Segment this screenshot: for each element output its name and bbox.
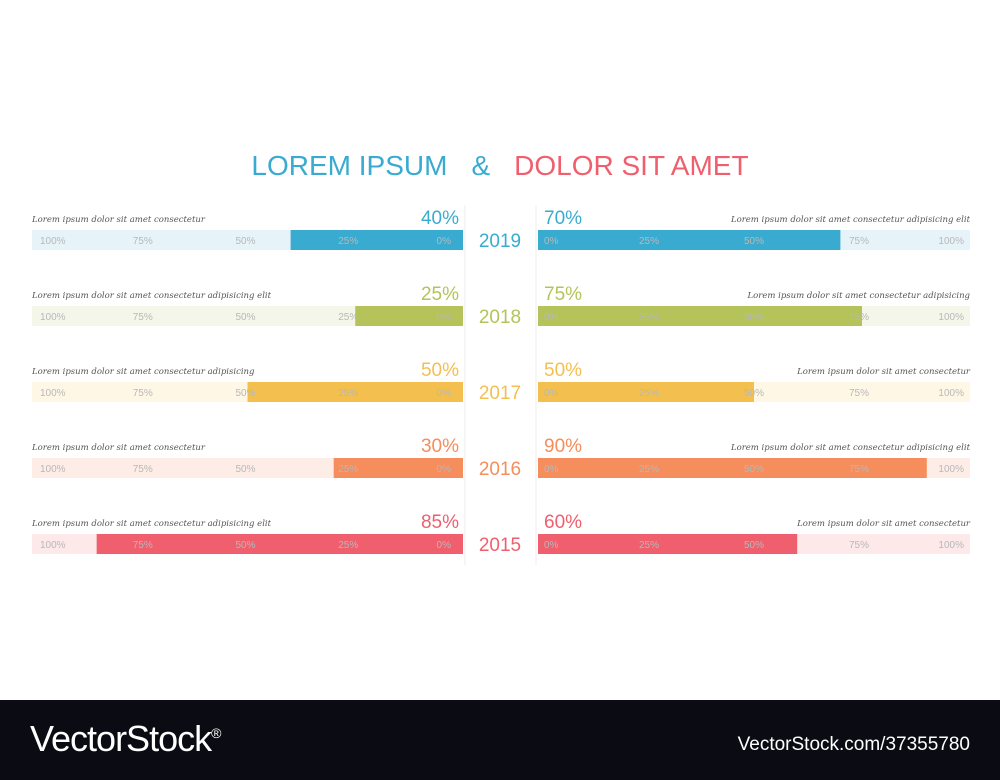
- right-tick-label: 50%: [744, 236, 764, 247]
- year-label: 2019: [479, 231, 521, 252]
- right-tick-label: 50%: [744, 464, 764, 475]
- left-bar: [290, 230, 463, 250]
- right-bar: [538, 458, 927, 478]
- right-tick-label: 25%: [639, 388, 659, 399]
- left-tick-label: 25%: [338, 540, 358, 551]
- year-label: 2015: [479, 535, 521, 556]
- left-tick-label: 75%: [133, 388, 153, 399]
- right-tick-label: 50%: [744, 540, 764, 551]
- left-tick-label: 50%: [235, 464, 255, 475]
- left-value-label: 50%: [421, 360, 459, 381]
- footer-url: VectorStock.com/37355780: [737, 734, 970, 755]
- right-note: Lorem ipsum dolor sit amet consectetur: [796, 519, 971, 529]
- right-value-label: 60%: [544, 512, 582, 533]
- left-value-label: 85%: [421, 512, 459, 533]
- right-value-label: 50%: [544, 360, 582, 381]
- left-tick-label: 100%: [40, 236, 66, 247]
- right-tick-label: 0%: [544, 312, 559, 323]
- right-tick-label: 0%: [544, 540, 559, 551]
- title-separator: &: [471, 150, 490, 181]
- right-tick-label: 100%: [938, 388, 964, 399]
- left-note: Lorem ipsum dolor sit amet consectetur a…: [31, 291, 272, 301]
- left-note: Lorem ipsum dolor sit amet consectetur a…: [31, 367, 255, 377]
- right-tick-label: 0%: [544, 464, 559, 475]
- left-tick-label: 0%: [437, 312, 452, 323]
- left-bar: [247, 382, 463, 402]
- left-value-label: 30%: [421, 436, 459, 457]
- left-tick-label: 0%: [437, 236, 452, 247]
- title-right: DOLOR SIT AMET: [514, 150, 748, 181]
- year-label: 2017: [479, 383, 521, 404]
- left-tick-label: 25%: [338, 236, 358, 247]
- right-tick-label: 25%: [639, 464, 659, 475]
- left-tick-label: 100%: [40, 540, 66, 551]
- right-bar: [538, 534, 798, 554]
- left-tick-label: 100%: [40, 312, 66, 323]
- right-tick-label: 75%: [849, 388, 869, 399]
- left-value-label: 40%: [421, 208, 459, 229]
- right-tick-label: 0%: [544, 388, 559, 399]
- right-tick-label: 75%: [849, 236, 869, 247]
- left-tick-label: 25%: [338, 388, 358, 399]
- right-tick-label: 75%: [849, 464, 869, 475]
- left-tick-label: 0%: [437, 464, 452, 475]
- chart-title: LOREM IPSUM & DOLOR SIT AMET: [251, 150, 748, 181]
- right-tick-label: 0%: [544, 236, 559, 247]
- right-value-label: 75%: [544, 284, 582, 305]
- left-tick-label: 75%: [133, 312, 153, 323]
- left-value-label: 25%: [421, 284, 459, 305]
- right-tick-label: 100%: [938, 312, 964, 323]
- right-note: Lorem ipsum dolor sit amet consectetur a…: [730, 215, 971, 225]
- brand-registered-mark: ®: [211, 725, 221, 741]
- left-tick-label: 25%: [338, 464, 358, 475]
- right-tick-label: 100%: [938, 464, 964, 475]
- left-tick-label: 75%: [133, 540, 153, 551]
- left-tick-label: 25%: [338, 312, 358, 323]
- footer-brand: VectorStock®: [30, 718, 221, 760]
- right-tick-label: 25%: [639, 312, 659, 323]
- left-bar: [355, 306, 463, 326]
- right-note: Lorem ipsum dolor sit amet consectetur a…: [730, 443, 971, 453]
- left-bar: [333, 458, 463, 478]
- right-tick-label: 50%: [744, 388, 764, 399]
- year-label: 2016: [479, 459, 521, 480]
- right-bar: [538, 306, 862, 326]
- left-tick-label: 0%: [437, 540, 452, 551]
- left-tick-label: 50%: [235, 312, 255, 323]
- left-tick-label: 75%: [133, 236, 153, 247]
- right-tick-label: 75%: [849, 540, 869, 551]
- chart: LOREM IPSUM & DOLOR SIT AMET 100% 75% 50% 25% 0…: [31, 150, 971, 565]
- left-tick-label: 100%: [40, 464, 66, 475]
- left-note: Lorem ipsum dolor sit amet consectetur: [31, 443, 206, 453]
- left-tick-label: 75%: [133, 464, 153, 475]
- left-tick-label: 50%: [235, 540, 255, 551]
- right-tick-label: 25%: [639, 236, 659, 247]
- footer-bar: VectorStock® VectorStock.com/37355780: [0, 700, 1000, 780]
- right-tick-label: 100%: [938, 540, 964, 551]
- left-note: Lorem ipsum dolor sit amet consectetur a…: [31, 519, 272, 529]
- right-value-label: 90%: [544, 436, 582, 457]
- brand-text: VectorStock: [30, 718, 212, 759]
- right-value-label: 70%: [544, 208, 582, 229]
- right-tick-label: 100%: [938, 236, 964, 247]
- year-label: 2018: [479, 307, 521, 328]
- left-tick-label: 50%: [235, 388, 255, 399]
- title-left: LOREM IPSUM: [251, 150, 447, 181]
- right-bar: [538, 382, 754, 402]
- left-tick-label: 0%: [437, 388, 452, 399]
- right-note: Lorem ipsum dolor sit amet consectetur a…: [747, 291, 971, 301]
- left-note: Lorem ipsum dolor sit amet consectetur: [31, 215, 206, 225]
- left-bar: [96, 534, 464, 554]
- left-tick-label: 100%: [40, 388, 66, 399]
- right-tick-label: 25%: [639, 540, 659, 551]
- right-bar: [538, 230, 841, 250]
- right-note: Lorem ipsum dolor sit amet consectetur: [796, 367, 971, 377]
- left-tick-label: 50%: [235, 236, 255, 247]
- right-tick-label: 75%: [849, 312, 869, 323]
- right-tick-label: 50%: [744, 312, 764, 323]
